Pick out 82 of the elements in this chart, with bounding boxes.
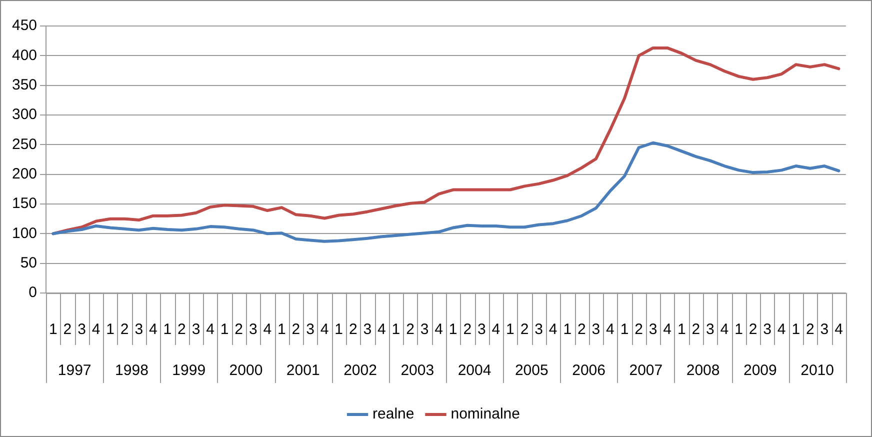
x-tick-label: 3 [78, 321, 86, 338]
x-tick-label: 4 [148, 321, 158, 338]
text: 2000 [229, 362, 263, 380]
x-tick-label: 3 [706, 321, 714, 338]
x-tick-label: 4 [92, 321, 100, 338]
x-tick-label: 2 [63, 321, 72, 338]
y-tick-label: 50 [20, 254, 38, 272]
x-tick-label: 4 [834, 321, 843, 338]
x-tick-label: 4 [663, 321, 672, 338]
x-tick-label: 1 [334, 321, 344, 338]
x-tick-label: 1 [220, 321, 229, 338]
text: 2004 [458, 362, 492, 380]
x-tick-label: 4 [206, 321, 214, 338]
x-tick-label: 2 [120, 321, 129, 338]
y-tick-label: 150 [12, 195, 38, 212]
x-tick-label: 1 [448, 321, 458, 338]
x-tick-label: 3 [763, 321, 772, 338]
x-tick-label: 4 [263, 321, 272, 338]
x-tick-label: 2 [520, 321, 529, 338]
y-tick-label: 300 [12, 106, 38, 124]
x-tick-label: 1 [392, 321, 400, 338]
y-tick-label: 250 [12, 136, 38, 153]
x-tick-label: 3 [820, 321, 829, 338]
x-tick-label: 2 [634, 321, 643, 338]
x-tick-label: 3 [192, 321, 200, 338]
x-tick-label: 1 [734, 321, 743, 338]
y-tick-label: 0 [28, 284, 38, 302]
x-tick-label: 2 [292, 321, 300, 338]
x-tick-label: 1 [792, 321, 800, 338]
text: 2001 [286, 362, 320, 380]
x-tick-label: 1 [48, 321, 58, 338]
x-tick-label: 1 [620, 321, 629, 338]
y-tick-label: 100 [12, 224, 38, 242]
x-tick-label: 4 [548, 321, 558, 338]
x-tick-label: 1 [677, 321, 686, 338]
x-tick-label: 2 [463, 321, 472, 338]
x-tick-label: 3 [306, 321, 314, 338]
x-tick-label: 1 [563, 321, 572, 338]
x-tick-label: 4 [777, 321, 786, 338]
x-tick-label: 2 [748, 321, 758, 338]
text: 2006 [572, 362, 606, 380]
text: 2010 [800, 362, 834, 380]
x-tick-label: 4 [434, 321, 443, 338]
text: 2003 [400, 362, 434, 380]
x-tick-label: 2 [577, 321, 586, 338]
x-tick-label: 2 [348, 321, 358, 338]
text: 2007 [629, 362, 663, 380]
x-tick-label: 3 [134, 321, 144, 338]
text: 2002 [344, 362, 377, 380]
x-tick-label: 3 [648, 321, 658, 338]
y-tick-label: 450 [12, 17, 38, 34]
text: 2009 [743, 362, 777, 380]
text: 2008 [686, 362, 720, 380]
x-tick-label: 2 [806, 321, 814, 338]
x-tick-label: 3 [534, 321, 543, 338]
text: 2005 [514, 362, 548, 380]
x-tick-label: 1 [163, 321, 172, 338]
x-tick-label: 4 [378, 321, 386, 338]
x-tick-label: 2 [234, 321, 244, 338]
x-tick-label: 2 [692, 321, 700, 338]
x-tick-label: 1 [506, 321, 514, 338]
x-tick-label: 4 [492, 321, 500, 338]
x-tick-label: 3 [477, 321, 486, 338]
x-tick-label: 3 [592, 321, 600, 338]
x-tick-label: 1 [278, 321, 286, 338]
legend-label: realne [372, 406, 414, 423]
y-tick-label: 350 [12, 76, 38, 94]
x-tick-label: 4 [606, 321, 614, 338]
x-tick-label: 4 [320, 321, 329, 338]
x-tick-label: 3 [248, 321, 258, 338]
legend-label: nominalne [450, 406, 520, 423]
x-tick-label: 1 [106, 321, 114, 338]
x-tick-label: 3 [420, 321, 429, 338]
x-tick-label: 3 [363, 321, 372, 338]
text: 1999 [172, 362, 206, 380]
y-tick-label: 200 [12, 165, 38, 182]
text: 1998 [115, 362, 148, 380]
x-tick-label: 2 [406, 321, 414, 338]
text: 1997 [58, 362, 92, 380]
y-tick-label: 400 [12, 46, 38, 64]
x-tick-label: 2 [178, 321, 186, 338]
x-tick-label: 4 [720, 321, 729, 338]
